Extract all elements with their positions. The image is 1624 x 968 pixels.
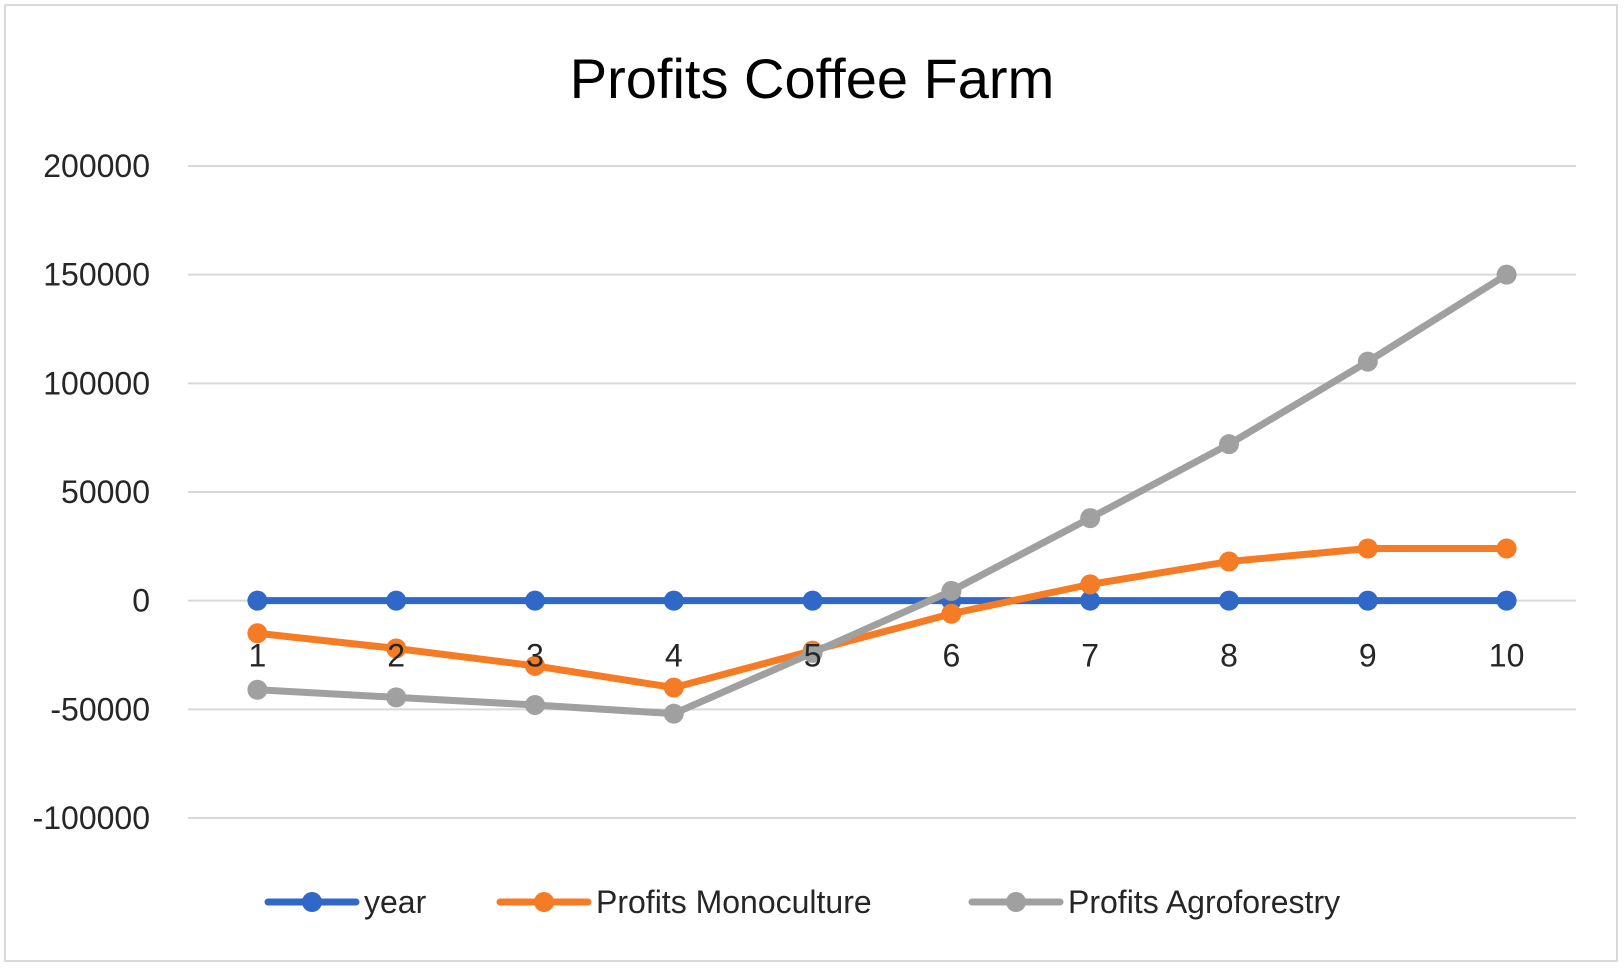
data-point — [802, 590, 823, 611]
gridlines — [188, 165, 1576, 819]
data-point — [1219, 551, 1239, 572]
data-point — [802, 642, 823, 663]
x-tick-label: 3 — [526, 638, 544, 674]
data-point — [663, 590, 684, 611]
y-tick-label: 0 — [132, 583, 150, 619]
legend-label: Profits Monoculture — [596, 884, 872, 920]
data-point — [1080, 508, 1101, 529]
y-tick-label: -50000 — [50, 691, 150, 727]
data-point — [1357, 351, 1378, 372]
y-tick-label: -100000 — [33, 800, 150, 836]
data-point — [1219, 590, 1239, 611]
data-point — [1357, 590, 1378, 611]
legend-marker — [534, 892, 554, 912]
x-tick-label: 4 — [665, 638, 683, 674]
x-axis-ticks: 1 2 3 4 5 6 7 8 9 10 — [249, 638, 1525, 674]
data-point — [941, 603, 962, 624]
legend-entry: year — [264, 884, 427, 920]
legend-marker — [1006, 892, 1026, 912]
x-tick-label: 8 — [1220, 638, 1238, 674]
series-2 — [247, 264, 1517, 724]
data-point — [1080, 574, 1101, 595]
legend-label: year — [364, 884, 427, 920]
x-tick-label: 5 — [804, 638, 822, 674]
data-point — [525, 694, 545, 715]
y-tick-label: 100000 — [43, 365, 150, 401]
x-tick-label: 10 — [1489, 638, 1525, 674]
data-point — [663, 703, 684, 724]
y-tick-label: 50000 — [61, 474, 150, 510]
x-tick-label: 1 — [249, 638, 267, 674]
y-tick-label: 150000 — [43, 257, 150, 293]
x-tick-label: 7 — [1081, 638, 1099, 674]
series-line — [253, 545, 1511, 692]
series-lines — [247, 264, 1517, 724]
legend-marker — [302, 892, 322, 912]
y-axis-ticks: 200000 150000 100000 50000 0 -50000 -100000 — [33, 148, 150, 836]
legend-entry: Profits Agroforestry — [968, 884, 1340, 920]
data-point — [525, 655, 545, 676]
series-0 — [247, 590, 1517, 611]
x-tick-label: 6 — [943, 638, 961, 674]
data-point — [1496, 590, 1517, 611]
x-tick-label: 9 — [1359, 638, 1377, 674]
chart-frame — [4, 4, 1618, 962]
legend: year Profits Monoculture Profits Agrofores… — [264, 884, 1340, 920]
data-point — [663, 677, 684, 698]
data-point — [247, 623, 268, 644]
data-point — [1496, 538, 1517, 559]
y-tick-label: 200000 — [43, 148, 150, 184]
data-point — [247, 679, 268, 700]
data-point — [941, 580, 962, 601]
series-line — [253, 271, 1511, 718]
data-point — [1080, 590, 1101, 611]
chart-title: Profits Coffee Farm — [570, 47, 1054, 110]
data-point — [386, 638, 407, 659]
data-point — [1357, 538, 1378, 559]
legend-entry: Profits Monoculture — [496, 884, 872, 920]
data-point — [386, 590, 407, 611]
data-point — [1219, 434, 1239, 455]
data-point — [247, 590, 268, 611]
legend-label: Profits Agroforestry — [1068, 884, 1340, 920]
data-point — [386, 687, 407, 708]
x-tick-label: 2 — [387, 638, 405, 674]
data-point — [525, 590, 545, 611]
data-point — [1496, 264, 1517, 285]
